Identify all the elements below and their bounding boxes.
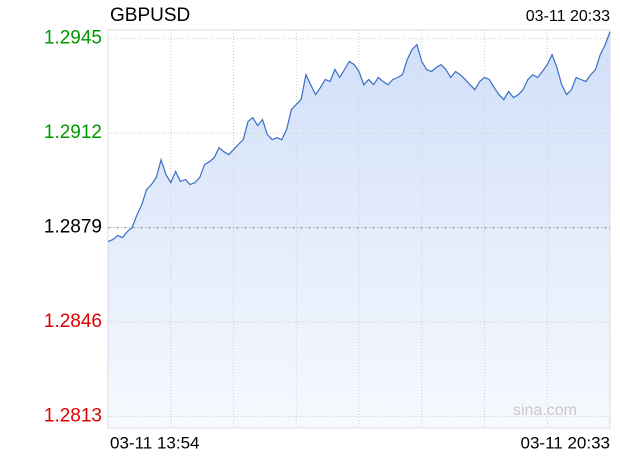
area (108, 31, 610, 428)
timestamp: 03-11 20:33 (526, 8, 610, 25)
x-tick-label: 03-11 13:54 (110, 433, 199, 452)
x-tick-label: 03-11 20:33 (521, 433, 610, 452)
y-tick-label: 1.2912 (44, 122, 102, 143)
y-tick-label: 1.2945 (44, 28, 102, 49)
y-tick-label: 1.2879 (44, 217, 102, 238)
y-tick-label: 1.2846 (44, 311, 102, 332)
chart-title: GBPUSD (110, 5, 190, 26)
price-line (107, 31, 611, 243)
y-tick-label: 1.2813 (44, 406, 102, 427)
watermark: sina.com (513, 402, 577, 419)
